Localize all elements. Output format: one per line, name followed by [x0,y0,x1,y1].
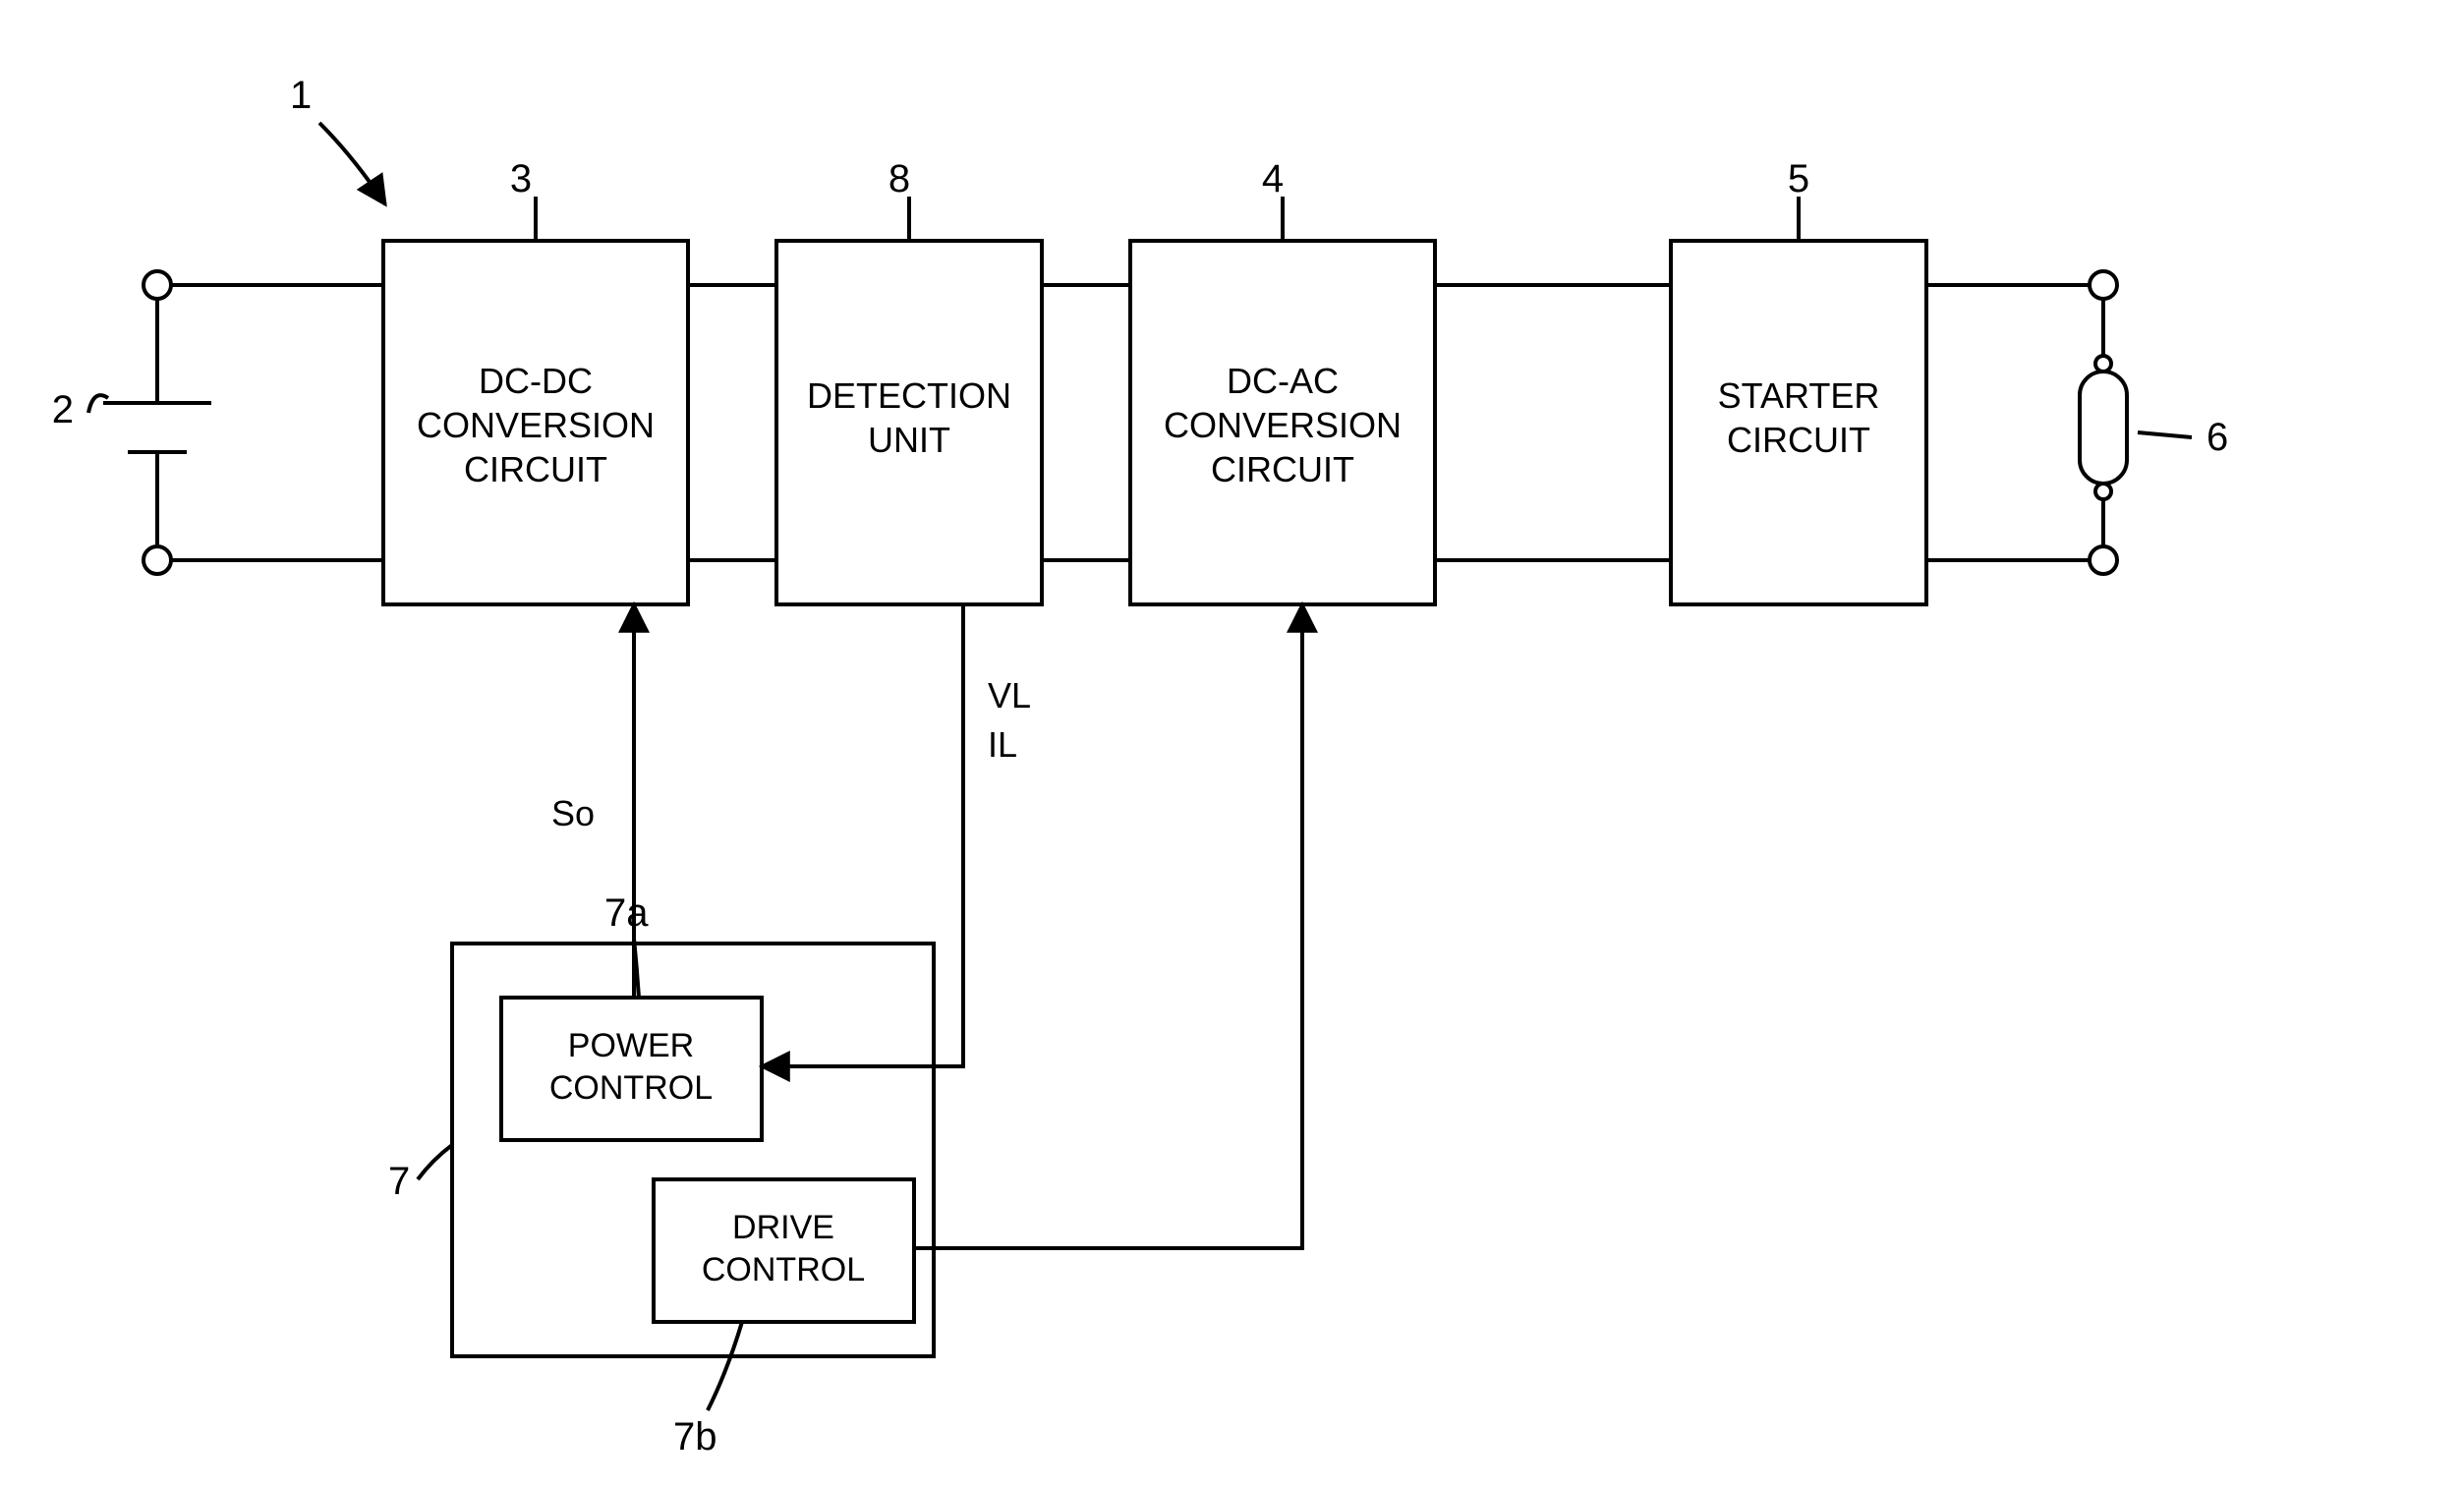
leader-6 [2138,432,2192,437]
terminal-bottom-left [143,546,171,574]
lamp: 6 [2080,271,2228,574]
terminal-top-right [2090,271,2117,299]
leader-7 [418,1145,452,1179]
starter-label-l2: CIRCUIT [1727,420,1870,460]
label-il: IL [988,724,1017,765]
ref-7b: 7b [673,1415,717,1459]
dc-ac-label-l1: DC-AC [1227,361,1339,401]
dc-ac-label-l3: CIRCUIT [1211,449,1354,489]
dc-source: 2 [52,271,211,574]
power-ctrl-l1: POWER [568,1027,694,1064]
ref-1: 1 [290,74,312,117]
signal-drive-to-dcac [914,604,1302,1248]
ref-7: 7 [388,1160,410,1203]
ref-4: 4 [1262,157,1284,200]
overall-ref: 1 [290,74,385,204]
starter-label-l1: STARTER [1718,375,1880,416]
starter-block: STARTER CIRCUIT [1671,241,1926,604]
block-diagram: DC-DC CONVERSION CIRCUIT DETECTION UNIT … [0,0,2464,1488]
ref-3: 3 [510,157,532,200]
dc-dc-block: DC-DC CONVERSION CIRCUIT [383,241,688,604]
dc-dc-label-l1: DC-DC [479,361,593,401]
dc-ac-block: DC-AC CONVERSION CIRCUIT [1130,241,1435,604]
power-control-block: POWER CONTROL [501,998,762,1140]
dc-dc-label-l3: CIRCUIT [464,449,607,489]
dc-ac-label-l2: CONVERSION [1164,405,1402,445]
ref-2: 2 [52,388,74,431]
detection-block: DETECTION UNIT [776,241,1042,604]
drive-ctrl-l2: CONTROL [702,1251,865,1288]
drive-ctrl-l1: DRIVE [732,1209,834,1246]
ref-8: 8 [888,157,910,200]
dc-dc-label-l2: CONVERSION [417,405,655,445]
ref-7a: 7a [604,891,649,935]
label-so: So [551,793,595,833]
label-vl: VL [988,675,1031,715]
terminal-bottom-right [2090,546,2117,574]
power-ctrl-l2: CONTROL [549,1069,713,1107]
ref-5: 5 [1788,157,1809,200]
controller-block: POWER CONTROL DRIVE CONTROL [452,944,934,1356]
detection-label-l2: UNIT [868,420,950,460]
drive-control-block: DRIVE CONTROL [654,1179,914,1322]
terminal-top-left [143,271,171,299]
ref-6: 6 [2206,416,2228,459]
detection-label-l1: DETECTION [807,375,1011,416]
